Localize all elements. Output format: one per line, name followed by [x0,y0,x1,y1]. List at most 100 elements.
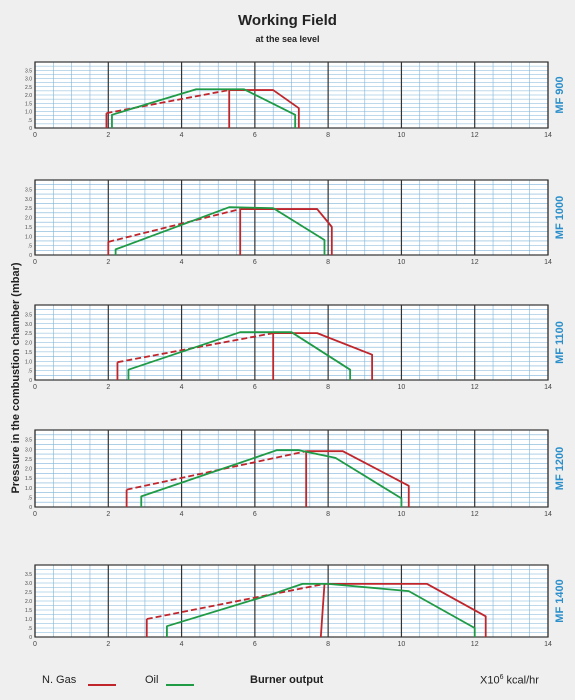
mf-1000-x-tick-label: 0 [33,259,37,266]
mf-1200-x-tick-label: 4 [180,511,184,518]
legend-burner-output: Burner output [250,674,324,686]
chart-title: Working Field [238,12,337,29]
mf-1100-model-label: MF 1100 [554,321,566,364]
mf-900-y-tick-label: 2.5 [25,85,32,91]
mf-1200-x-tick-label: 12 [471,511,479,518]
mf-1400-y-tick-label: 1.5 [25,608,32,614]
mf-900-y-tick-label: 2.0 [25,93,32,99]
mf-1000-y-tick-label: 3.5 [25,187,32,193]
mf-1200-frame [34,429,549,508]
mf-1200-x-tick-label: 10 [398,511,406,518]
unit-prefix: X10 [480,674,500,687]
mf-1200-y-tick-label: 1.5 [25,476,32,482]
mf-1400-y-tick-label: 2.5 [25,590,32,596]
mf-1200-y-tick-label: 1.0 [25,486,32,492]
mf-1400-x-tick-label: 8 [326,641,330,648]
legend-oil-line [166,684,194,686]
mf-1200-oil-line [140,449,403,507]
mf-1000-x-tick-label: 8 [326,259,330,266]
mf-1400-model-label: MF 1400 [554,579,566,622]
mf-1100-x-tick-label: 2 [106,384,110,391]
mf-900-x-tick-label: 14 [544,132,552,139]
mf-1200-x-tick-label: 2 [106,511,110,518]
mf-1100-y-tick-label: 1.0 [25,359,32,365]
mf-1400-y-tick-label: .5 [28,626,32,632]
mf-1200-y-tick-label: .5 [28,495,32,501]
mf-1100-y-tick-label: .5 [28,369,32,375]
mf-1400-gas-line [146,583,325,620]
mf-1400-x-tick-label: 6 [253,641,257,648]
unit-suffix: kcal/hr [503,674,539,687]
mf-1400-gas-line [324,583,487,637]
mf-1100-x-tick-label: 4 [180,384,184,391]
mf-1100-x-tick-label: 8 [326,384,330,391]
mf-1400-y-tick-label: 3.5 [25,572,32,578]
mf-1100-y-tick-label: 2.0 [25,341,32,347]
mf-1000-x-tick-label: 10 [398,259,406,266]
mf-1000-y-tick-label: 1.5 [25,225,32,231]
mf-1100-x-tick-label: 6 [253,384,257,391]
mf-1400-y-tick-label: 2.0 [25,599,32,605]
mf-1100-gas-line [273,332,374,380]
mf-1400-frame [34,564,549,638]
mf-900-x-tick-label: 6 [253,132,257,139]
mf-900-y-tick-label: .5 [28,118,32,124]
mf-1400-oil-line [166,583,476,637]
mf-900-y-tick-label: 1.5 [25,101,32,107]
mf-1000-y-tick-label: 2.5 [25,206,32,212]
mf-900-x-tick-label: 10 [398,132,406,139]
mf-1000-x-tick-label: 4 [180,259,184,266]
mf-900-x-tick-label: 8 [326,132,330,139]
mf-1200-y-tick-label: 3.0 [25,447,32,453]
mf-1100-y-tick-label: 1.5 [25,350,32,356]
mf-900-y-tick-label: 3.0 [25,77,32,83]
mf-1000-frame [34,179,549,256]
chart-subtitle: at the sea level [255,34,320,44]
mf-900-gas-line [106,89,230,115]
mf-900-y-tick-label: 3.5 [25,68,32,74]
mf-1200-y-tick-label: 0 [29,505,32,511]
mf-900-x-tick-label: 4 [180,132,184,139]
mf-1000-y-tick-label: 1.0 [25,234,32,240]
mf-1400-y-tick-label: 3.0 [25,581,32,587]
mf-1400-x-tick-label: 4 [180,641,184,648]
mf-1100-x-tick-label: 0 [33,384,37,391]
mf-1200-model-label: MF 1200 [554,447,566,490]
mf-1200-x-tick-label: 8 [326,511,330,518]
mf-1400-x-tick-label: 12 [471,641,479,648]
mf-1100-y-tick-label: 3.5 [25,312,32,318]
mf-1000-y-tick-label: 3.0 [25,197,32,203]
mf-1000-oil-line [114,206,326,255]
mf-1000-x-tick-label: 2 [106,259,110,266]
mf-1200-x-tick-label: 14 [544,511,552,518]
mf-1400-gas-line [319,583,326,638]
mf-1100-y-tick-label: 3.0 [25,322,32,328]
mf-900-y-tick-label: 0 [29,126,32,132]
mf-1400-y-tick-label: 0 [29,635,32,641]
legend-oil-label: Oil [145,674,159,686]
mf-900-x-tick-label: 2 [106,132,110,139]
mf-1100-x-tick-label: 10 [398,384,406,391]
mf-900-gas-line [229,89,300,128]
mf-900-model-label: MF 900 [554,76,566,113]
mf-1000-y-tick-label: .5 [28,244,32,250]
mf-1000-y-tick-label: 2.0 [25,216,32,222]
mf-1200-x-tick-label: 6 [253,511,257,518]
mf-900-oil-line [111,88,297,128]
mf-1200-y-tick-label: 2.5 [25,457,32,463]
mf-1000-x-tick-label: 12 [471,259,479,266]
mf-1200-y-tick-label: 2.0 [25,467,32,473]
x-axis-unit: X106 kcal/hr [480,674,539,687]
mf-1000-gas-line [240,208,333,255]
mf-1000-y-tick-label: 0 [29,253,32,259]
mf-1100-x-tick-label: 12 [471,384,479,391]
mf-1000-x-tick-label: 6 [253,259,257,266]
mf-900-x-tick-label: 12 [471,132,479,139]
mf-1100-y-tick-label: 2.5 [25,331,32,337]
mf-1200-gas-line [306,450,410,507]
mf-1400-x-tick-label: 0 [33,641,37,648]
mf-1000-gas-line [108,208,241,243]
mf-1400-x-tick-label: 14 [544,641,552,648]
legend-gas-line [88,684,116,686]
